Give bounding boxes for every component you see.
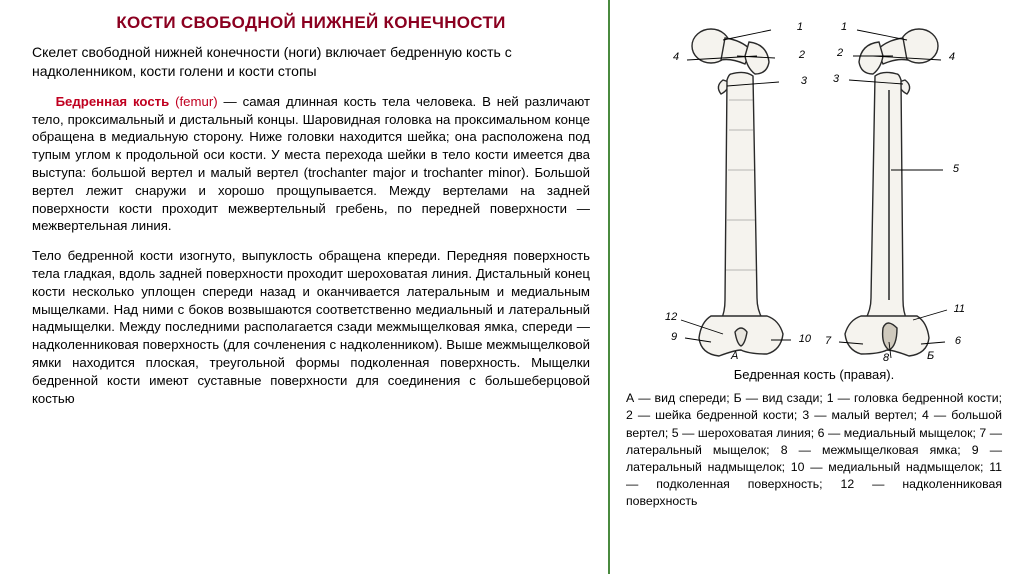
label-A-12: 12 xyxy=(665,310,677,325)
label-B-11: 11 xyxy=(954,302,965,317)
label-A-10: 10 xyxy=(799,332,811,347)
text-column: КОСТИ СВОБОДНОЙ НИЖНЕЙ КОНЕЧНОСТИ Скелет… xyxy=(0,0,610,574)
label-B-8: 8 xyxy=(883,351,889,366)
figure-caption-title: Бедренная кость (правая). xyxy=(626,366,1002,384)
label-A-3: 3 xyxy=(801,74,807,89)
label-B-3: 3 xyxy=(833,72,839,87)
bone-anterior-svg xyxy=(671,20,801,360)
latin-femur: (femur) xyxy=(175,94,218,109)
label-A-4: 4 xyxy=(673,50,679,65)
label-B-6: 6 xyxy=(955,334,961,349)
paragraph-femur-distal: Тело бедренной кости изогнуто, выпуклост… xyxy=(32,247,590,407)
term-femur: Бедренная кость xyxy=(56,94,170,109)
label-B-7: 7 xyxy=(825,334,831,349)
intro-paragraph: Скелет свободной нижней конечности (ноги… xyxy=(32,43,590,81)
label-B-5: 5 xyxy=(953,162,959,177)
bone-posterior-svg xyxy=(827,20,957,360)
label-B-view: Б xyxy=(927,349,934,364)
label-B-4: 4 xyxy=(949,50,955,65)
paragraph-femur-proximal: Бедренная кость (femur) — самая длинная … xyxy=(32,93,590,236)
label-A-2: 2 xyxy=(799,48,805,63)
label-B-1: 1 xyxy=(841,20,847,35)
label-B-2: 2 xyxy=(837,46,843,61)
figure-caption-body: А — вид спереди; Б — вид сзади; 1 — голо… xyxy=(626,390,1002,510)
label-A-view: А xyxy=(731,349,738,364)
label-A-1: 1 xyxy=(797,20,803,35)
bone-anterior: 1 2 3 4 12 9 10 А xyxy=(671,20,801,360)
para1-text: — самая длинная кость тела человека. В н… xyxy=(32,94,590,234)
page-title: КОСТИ СВОБОДНОЙ НИЖНЕЙ КОНЕЧНОСТИ xyxy=(32,12,590,35)
figure-column: 1 2 3 4 12 9 10 А xyxy=(610,0,1024,574)
label-A-9: 9 xyxy=(671,330,677,345)
femur-figure: 1 2 3 4 12 9 10 А xyxy=(626,10,1002,360)
bone-posterior: 1 2 3 4 5 11 7 8 6 Б xyxy=(827,20,957,360)
